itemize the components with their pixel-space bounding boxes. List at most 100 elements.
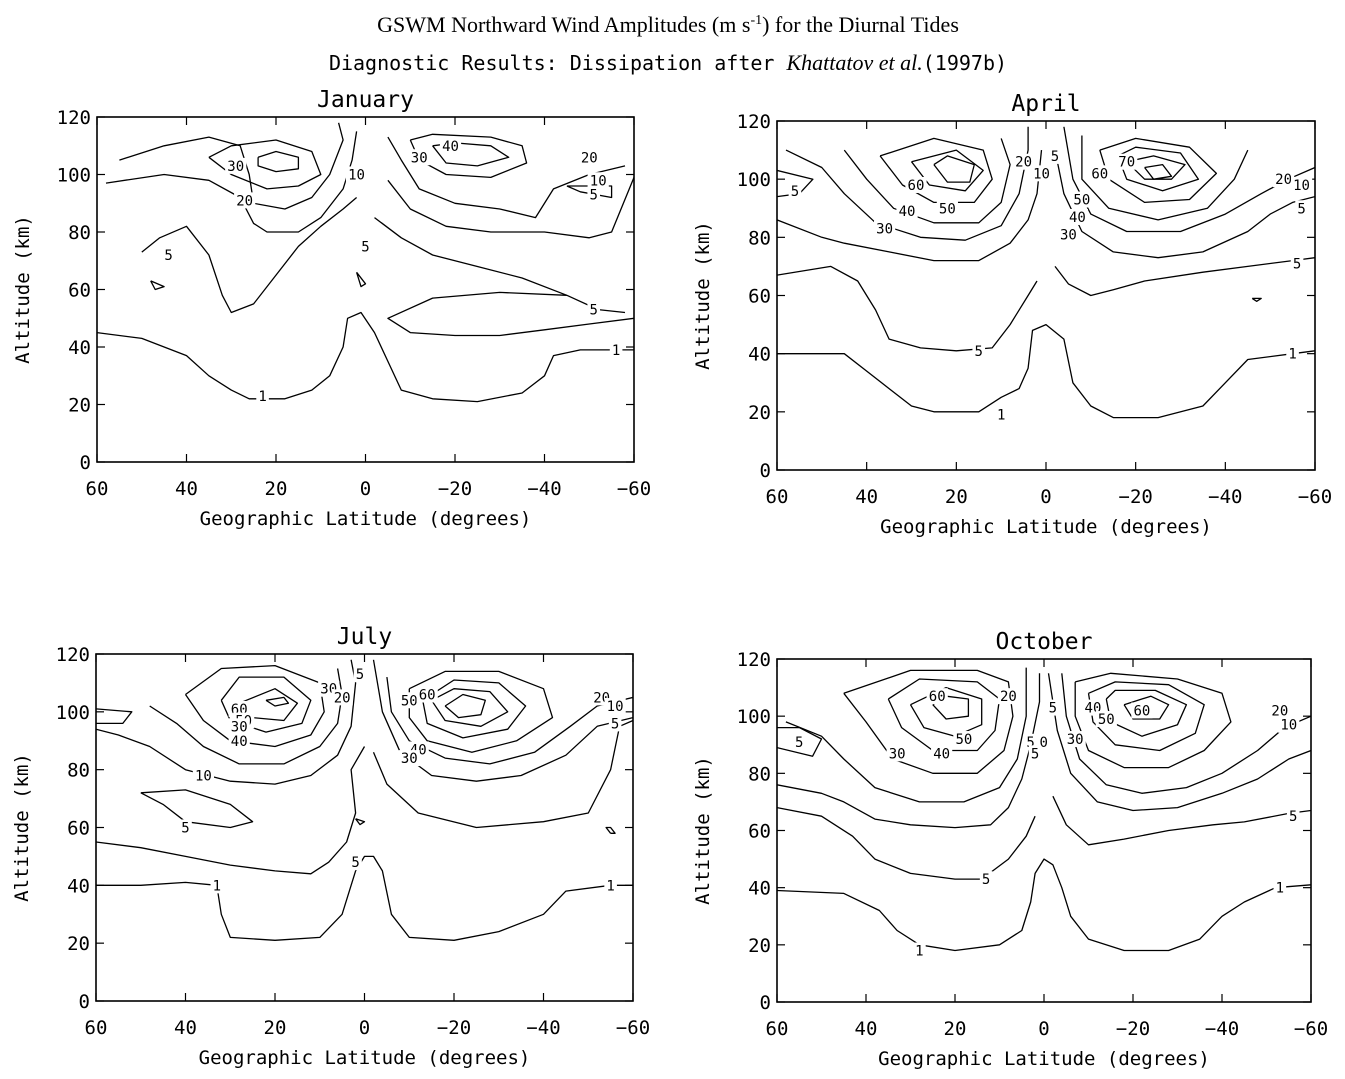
contour-label-bg (353, 666, 367, 683)
contour-label-bg (349, 854, 362, 871)
contour-label: 5 (351, 855, 359, 871)
contour-label: 30 (1060, 227, 1077, 243)
contour-label-bg (578, 149, 600, 166)
contour-label-bg (228, 718, 250, 735)
contour-line-50 (1117, 146, 1200, 192)
contour-label-bg (936, 200, 958, 217)
y-tick-label: 100 (737, 169, 771, 191)
x-tick-label: 0 (359, 1017, 370, 1039)
contour-label-bg (1066, 208, 1088, 225)
x-tick-label: 60 (85, 1017, 108, 1039)
contour-label-bg (408, 149, 430, 166)
contour-label-bg (994, 406, 1008, 423)
y-tick-label: 60 (748, 286, 771, 308)
contour-label: 10 (1280, 718, 1297, 734)
contour-label-bg (331, 689, 353, 706)
contour-label: 60 (1091, 166, 1108, 182)
contour-label: 20 (334, 690, 351, 706)
y-tick-label: 100 (57, 165, 91, 187)
x-axis-label: Geographic Latitude (degrees) (200, 508, 532, 530)
contour-line-30 (1081, 135, 1249, 221)
contour-line-10 (372, 659, 633, 782)
contour-label-bg (979, 871, 993, 888)
x-axis-label: Geographic Latitude (degrees) (199, 1047, 531, 1069)
contour-label: 40 (442, 139, 459, 155)
contour-label: 5 (1289, 809, 1297, 825)
panel-title: April (1011, 91, 1080, 117)
contour-group (96, 659, 633, 941)
y-tick-label: 100 (737, 706, 771, 728)
contour-label: 5 (982, 872, 990, 888)
contour-line-30 (843, 138, 1011, 224)
y-axis-label: Altitude (km) (12, 215, 34, 364)
x-tick-label: 60 (766, 486, 789, 508)
contour-label-bg (228, 732, 250, 749)
contour-label-bg (256, 387, 269, 404)
contour-label-bg (905, 176, 927, 193)
contour-label: 5 (361, 239, 369, 255)
x-tick-label: 60 (86, 478, 109, 500)
x-tick-label: −60 (1298, 486, 1332, 508)
x-axis-label: Geographic Latitude (degrees) (880, 516, 1212, 538)
contour-label: 5 (356, 667, 364, 683)
contour-label: 40 (933, 746, 950, 762)
contour-label: 5 (1293, 257, 1301, 273)
panel-title: October (996, 629, 1093, 655)
contour-line-10 (1047, 673, 1311, 812)
contour-label: 5 (181, 821, 189, 837)
contour-label: 50 (955, 732, 972, 748)
x-tick-label: 40 (174, 1017, 197, 1039)
y-tick-label: 20 (67, 933, 90, 955)
contour-line-1 (777, 858, 1311, 952)
y-tick-label: 80 (748, 763, 771, 785)
y-tick-label: 40 (67, 875, 90, 897)
y-tick-label: 40 (748, 344, 771, 366)
contour-line-60 (1126, 155, 1186, 180)
contour-label-bg (608, 715, 622, 732)
contour-line-30 (184, 664, 325, 748)
contour-label: 50 (1098, 712, 1115, 728)
y-tick-label: 20 (748, 402, 771, 424)
contour-label-bg (604, 698, 626, 715)
contour-label-bg (1290, 255, 1304, 272)
contour-label: 20 (1015, 155, 1032, 171)
contour-label: 5 (1049, 701, 1057, 717)
contour-label: 10 (195, 768, 212, 784)
y-axis-label: Altitude (km) (11, 753, 33, 902)
contour-label-bg (1089, 165, 1111, 182)
x-tick-label: −40 (527, 478, 561, 500)
contour-label: 1 (258, 389, 266, 405)
contour-label: 1 (612, 343, 620, 359)
contour-label-bg (1286, 808, 1300, 825)
contour-label-bg (1278, 716, 1300, 733)
x-tick-label: −20 (1116, 1018, 1150, 1040)
contour-line-60 (265, 696, 290, 707)
contour-label: 60 (419, 687, 436, 703)
contour-label-bg (788, 182, 802, 199)
contour-label: 1 (213, 878, 221, 894)
contour-line-10 (96, 659, 357, 785)
contour-label: 1 (1276, 881, 1284, 897)
contour-label: 20 (1275, 172, 1292, 188)
contour-label-bg (1012, 153, 1035, 170)
y-tick-label: 0 (760, 460, 771, 482)
contour-label: 5 (1026, 735, 1034, 751)
contour-label-bg (953, 731, 975, 748)
x-tick-label: 0 (1038, 1018, 1049, 1040)
contour-label: 5 (795, 735, 803, 751)
contour-label: 40 (1069, 210, 1086, 226)
contour-label: 5 (1031, 746, 1039, 762)
contour-line-20 (387, 136, 626, 219)
contour-line-5 (777, 726, 823, 757)
x-tick-label: 20 (265, 478, 288, 500)
contour-line-30 (208, 139, 322, 190)
contour-label-bg (886, 745, 908, 762)
contour-label: 1 (606, 878, 614, 894)
contour-line-5 (1052, 795, 1311, 846)
contour-label-bg (1071, 191, 1093, 208)
contour-line-5 (96, 708, 133, 725)
y-tick-label: 80 (68, 222, 91, 244)
contour-label-bg (609, 341, 623, 358)
